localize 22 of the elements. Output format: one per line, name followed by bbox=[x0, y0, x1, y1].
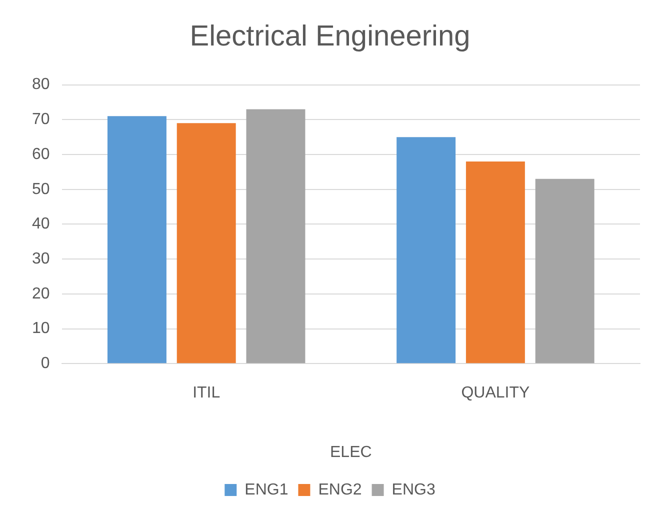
bar bbox=[107, 116, 166, 364]
x-tick-label: QUALITY bbox=[461, 384, 530, 402]
legend-label: ENG2 bbox=[318, 481, 362, 498]
y-tick-label: 30 bbox=[32, 250, 50, 268]
legend-label: ENG1 bbox=[244, 481, 288, 498]
bar bbox=[246, 109, 306, 364]
y-tick-label: 60 bbox=[32, 146, 50, 163]
y-tick-label: 0 bbox=[40, 355, 50, 372]
bar bbox=[466, 161, 525, 364]
y-tick-label: 40 bbox=[32, 216, 50, 233]
bar bbox=[396, 137, 456, 364]
bar bbox=[535, 178, 594, 364]
y-tick-label: 10 bbox=[32, 320, 50, 338]
legend-label: ENG3 bbox=[392, 481, 436, 498]
chart-title: Electrical Engineering bbox=[190, 20, 470, 52]
y-tick-label: 50 bbox=[32, 180, 50, 198]
y-tick-label: 70 bbox=[32, 111, 50, 128]
x-tick-label: ITIL bbox=[192, 384, 220, 402]
y-tick-label: 20 bbox=[32, 285, 50, 302]
y-tick-label: 80 bbox=[32, 76, 50, 94]
x-axis-title: ELEC bbox=[330, 444, 372, 461]
bar bbox=[176, 123, 236, 364]
